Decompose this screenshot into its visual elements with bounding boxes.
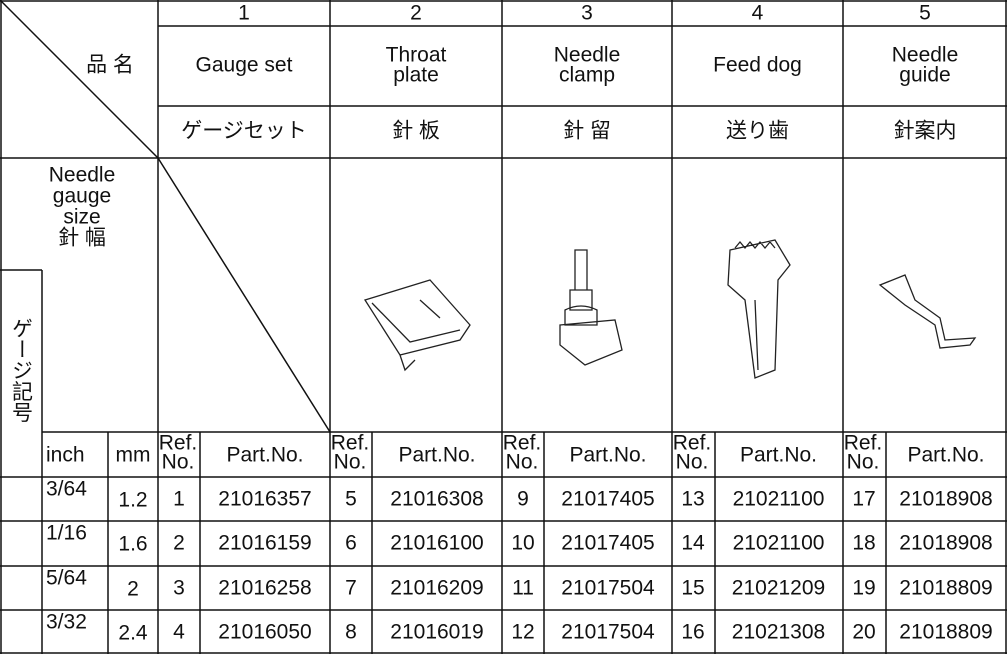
mm-cell: 2 xyxy=(127,578,139,601)
inch-cell: 3/32 xyxy=(46,611,87,634)
mm-label: mm xyxy=(116,444,151,467)
column-number: 2 xyxy=(410,2,422,25)
ref-label: No. xyxy=(506,451,539,474)
part-cell: 21016100 xyxy=(390,532,483,555)
part-cell: 21017504 xyxy=(561,621,655,644)
gauge-label: size xyxy=(63,206,100,229)
part-label: Part.No. xyxy=(569,444,646,467)
ref-cell: 8 xyxy=(345,621,357,644)
ref-label: No. xyxy=(162,451,195,474)
ref-cell: 16 xyxy=(681,621,704,644)
ref-cell: 14 xyxy=(681,532,705,555)
part-cell: 21018908 xyxy=(899,488,992,511)
name-en: Feed dog xyxy=(713,54,802,77)
ref-label: Ref. xyxy=(673,432,712,455)
part-cell: 21021209 xyxy=(732,577,825,600)
name-ja: 針 留 xyxy=(563,120,611,143)
gauge-label: gauge xyxy=(53,185,111,208)
column-number: 3 xyxy=(581,2,593,25)
part-cell: 21016159 xyxy=(218,532,311,555)
ref-label: No. xyxy=(334,451,367,474)
ref-label: No. xyxy=(847,451,880,474)
ref-cell: 15 xyxy=(681,577,704,600)
inch-cell: 5/64 xyxy=(46,567,87,590)
ref-cell: 4 xyxy=(173,621,185,644)
ref-label: No. xyxy=(676,451,709,474)
column-number: 4 xyxy=(752,2,764,25)
needle-clamp-drawing xyxy=(559,249,623,366)
part-cell: 21016308 xyxy=(390,488,483,511)
name-en: Gauge set xyxy=(196,54,293,77)
part-cell: 21018809 xyxy=(899,621,992,644)
ref-label: Ref. xyxy=(844,432,883,455)
part-cell: 21017504 xyxy=(561,577,655,600)
column-number: 1 xyxy=(238,2,250,25)
part-drawings xyxy=(363,239,977,379)
part-label: Part.No. xyxy=(740,444,817,467)
feed-dog-drawing xyxy=(727,239,791,379)
column-number: 5 xyxy=(919,2,931,25)
ref-cell: 2 xyxy=(173,532,185,555)
part-cell: 21021100 xyxy=(733,532,825,555)
name-ja: 針案内 xyxy=(894,120,957,143)
ref-label: Ref. xyxy=(331,432,370,455)
name-en: Needle xyxy=(554,44,621,67)
name-en: Needle xyxy=(892,44,959,67)
name-en: Throat xyxy=(386,44,447,67)
ref-cell: 13 xyxy=(681,488,704,511)
symbol-label: ゲージ記号 xyxy=(9,318,33,423)
ref-label: Ref. xyxy=(159,432,198,455)
ref-cell: 19 xyxy=(852,577,875,600)
needle-guide-drawing xyxy=(878,274,977,349)
part-cell: 21016019 xyxy=(390,621,483,644)
part-cell: 21017405 xyxy=(561,488,654,511)
part-cell: 21016357 xyxy=(218,488,311,511)
mm-cell: 2.4 xyxy=(118,622,148,645)
part-cell: 21021308 xyxy=(732,621,825,644)
name-en: plate xyxy=(393,64,439,87)
ref-cell: 20 xyxy=(852,621,875,644)
inch-cell: 3/64 xyxy=(46,478,87,501)
name-en: clamp xyxy=(559,64,615,87)
part-label: Part.No. xyxy=(907,444,984,467)
part-cell: 21016258 xyxy=(218,577,311,600)
gauge-label: Needle xyxy=(49,164,116,187)
part-label: Part.No. xyxy=(226,444,303,467)
ref-cell: 9 xyxy=(517,488,529,511)
ref-cell: 1 xyxy=(173,488,185,511)
throat-plate-drawing xyxy=(363,279,471,372)
name-label: 品 名 xyxy=(86,54,134,77)
part-cell: 21016050 xyxy=(218,621,311,644)
name-ja: ゲージセット xyxy=(181,120,307,143)
part-label: Part.No. xyxy=(398,444,475,467)
mm-cell: 1.2 xyxy=(118,489,147,512)
ref-cell: 17 xyxy=(852,488,875,511)
name-en: guide xyxy=(899,64,950,87)
part-cell: 21018809 xyxy=(899,577,992,600)
part-cell: 21016209 xyxy=(390,577,483,600)
ref-cell: 11 xyxy=(512,577,534,600)
part-cell: 21017405 xyxy=(561,532,654,555)
ref-cell: 10 xyxy=(511,532,534,555)
name-ja: 針 板 xyxy=(392,120,440,143)
ref-cell: 5 xyxy=(345,488,357,511)
ref-cell: 7 xyxy=(345,577,357,600)
name-ja: 送り歯 xyxy=(726,120,789,143)
ref-label: Ref. xyxy=(503,432,542,455)
gauge-label: 針 幅 xyxy=(58,227,106,250)
ref-cell: 18 xyxy=(852,532,875,555)
ref-cell: 12 xyxy=(511,621,534,644)
part-cell: 21018908 xyxy=(899,532,992,555)
ref-cell: 3 xyxy=(173,577,185,600)
ref-cell: 6 xyxy=(345,532,357,555)
inch-cell: 1/16 xyxy=(46,522,87,545)
mm-cell: 1.6 xyxy=(118,533,147,556)
inch-label: inch xyxy=(46,444,85,467)
part-cell: 21021100 xyxy=(733,488,825,511)
